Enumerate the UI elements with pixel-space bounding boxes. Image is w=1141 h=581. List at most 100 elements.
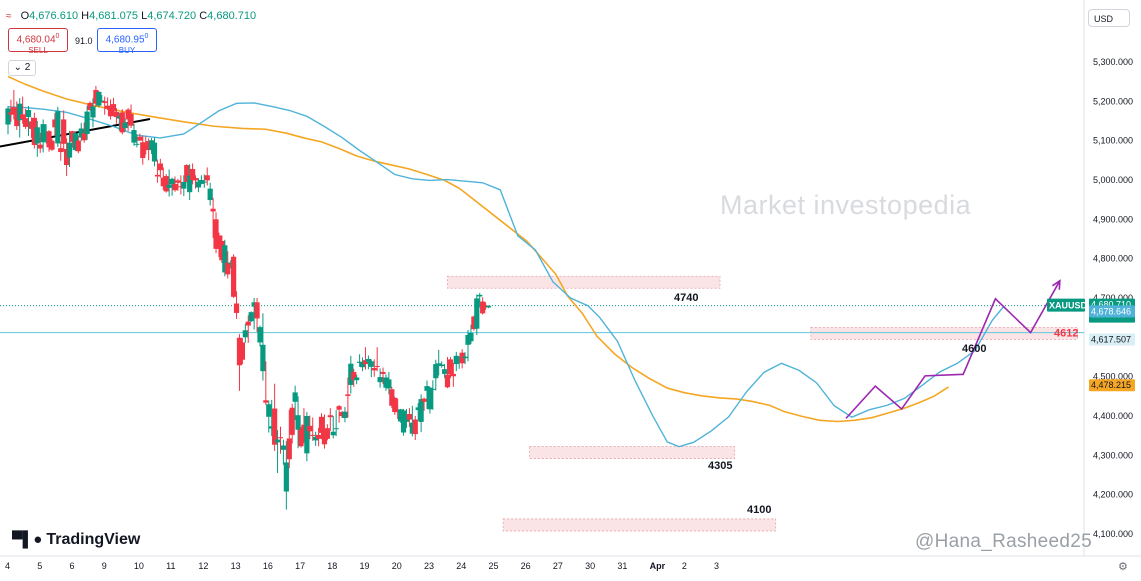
candle-body	[468, 333, 474, 342]
candle-body	[474, 298, 480, 329]
chevron-down-icon: ⌄	[13, 62, 23, 73]
candle-body	[84, 111, 90, 134]
candle-body	[219, 240, 225, 261]
currency-selector[interactable]: USD	[1088, 9, 1130, 27]
candle-body	[477, 294, 483, 297]
candle-body	[105, 105, 111, 109]
y-tick-label: 4,200.000	[1093, 490, 1133, 500]
high-value: 4,681.075	[89, 10, 139, 22]
candle-body	[421, 398, 427, 402]
x-tick-label: 20	[392, 561, 402, 571]
buy-price: 4,680.95	[105, 34, 145, 46]
x-tick-label: 27	[553, 561, 563, 571]
candle-body	[184, 165, 190, 182]
price-tag-fast-bg	[1089, 305, 1135, 318]
x-tick-label: 11	[166, 561, 175, 571]
candle-body	[386, 379, 392, 389]
candle-body	[327, 415, 333, 418]
candle-body	[430, 388, 436, 390]
candle-body	[239, 342, 245, 360]
candle-body	[283, 462, 289, 492]
level-zone-2	[529, 446, 736, 459]
candle-body	[459, 352, 465, 364]
candle-body	[374, 366, 380, 368]
candle-body	[128, 113, 134, 126]
gear-icon[interactable]: ⚙	[1118, 561, 1128, 573]
candle-body	[280, 445, 287, 450]
candle-body	[389, 389, 395, 406]
candle-body	[257, 327, 263, 343]
candle-body	[400, 410, 407, 433]
x-tick-label: 23	[424, 561, 434, 571]
candle-body	[324, 428, 330, 439]
candle-body	[116, 116, 122, 119]
candle-body	[304, 416, 310, 454]
candle-body	[143, 146, 149, 151]
y-tick-label: 4,300.000	[1093, 450, 1133, 460]
candle-body	[113, 111, 120, 118]
x-tick-label: 25	[488, 561, 498, 571]
candle-body	[43, 133, 49, 139]
candle-body	[424, 386, 430, 391]
x-tick-label: 30	[585, 561, 595, 571]
buy-button[interactable]: 4,680.950 BUY	[97, 28, 157, 55]
candle-body	[392, 397, 398, 413]
candle-body	[210, 208, 216, 212]
y-tick-label: 4,400.000	[1093, 411, 1133, 421]
x-tick-label: 2	[682, 561, 687, 571]
candle-body	[307, 425, 313, 432]
candle-body	[260, 344, 266, 372]
candle-body	[222, 245, 228, 273]
candle-body	[28, 121, 35, 129]
tradingview-logo[interactable]: ▀▌● TradingView	[12, 531, 140, 549]
buy-label: BUY	[118, 46, 136, 56]
candle-body	[248, 312, 254, 322]
low-value: 4,674.720	[147, 10, 197, 22]
candle-body	[140, 142, 146, 158]
candle-body	[69, 131, 76, 142]
candle-body	[339, 412, 345, 416]
candle-body	[187, 175, 193, 193]
candle-body	[64, 148, 70, 166]
candle-body	[371, 368, 377, 371]
candle-body	[263, 400, 269, 403]
candle-body	[321, 429, 328, 445]
candle-body	[395, 409, 401, 413]
candle-body	[351, 371, 357, 380]
candle-body	[78, 128, 84, 138]
x-tick-label: 5	[37, 561, 42, 571]
candle-body	[8, 112, 14, 115]
price-tag-fast-text: 4,678.646	[1091, 306, 1131, 316]
candle-body	[427, 387, 433, 410]
candle-body	[330, 431, 336, 436]
candle-body	[14, 108, 20, 127]
candle-body	[342, 411, 348, 418]
candle-body	[233, 303, 240, 313]
indicator-toggle[interactable]: ⌄ 2	[8, 60, 36, 76]
symbol-tag-text: XAUUSD	[1049, 301, 1088, 311]
candle-body	[228, 262, 234, 264]
candle-body	[348, 363, 354, 385]
candle-body	[37, 144, 43, 149]
level-label-4305: 4305	[708, 460, 732, 472]
candle-body	[456, 360, 462, 362]
candle-body	[189, 168, 196, 180]
candle-body	[31, 117, 37, 145]
candle-body	[450, 373, 456, 377]
candle-body	[292, 392, 298, 402]
sell-price-sup: 0	[55, 33, 60, 40]
candle-body	[181, 181, 187, 189]
candle-body	[398, 409, 404, 422]
candle-body	[471, 316, 477, 330]
candle-body	[146, 141, 152, 150]
y-tick-label: 4,900.000	[1093, 214, 1133, 224]
spread-value: 91.0	[75, 36, 93, 46]
candle-body	[151, 142, 158, 162]
x-tick-label: 31	[617, 561, 627, 571]
currency-label: USD	[1094, 14, 1114, 24]
sell-button[interactable]: 4,680.040 SELL	[8, 28, 68, 55]
x-tick-label: 26	[521, 561, 531, 571]
candle-body	[11, 107, 17, 113]
candle-body	[436, 363, 442, 365]
